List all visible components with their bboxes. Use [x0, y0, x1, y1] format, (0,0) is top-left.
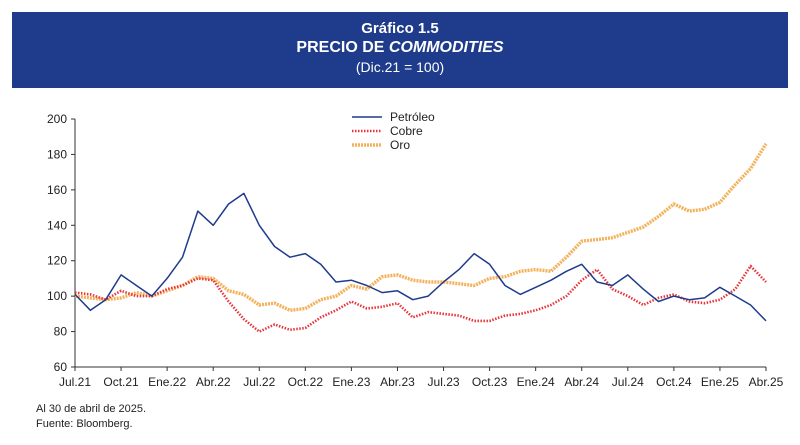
legend-label-2: Oro	[390, 138, 410, 152]
source-note: Fuente: Bloomberg.	[36, 418, 133, 430]
chart-title-prefix: PRECIO DE	[296, 39, 389, 56]
chart-header: Gráfico 1.5 PRECIO DE COMMODITIES (Dic.2…	[12, 12, 788, 88]
x-tick-label: Abr.24	[564, 375, 599, 389]
x-tick-label: Jul.24	[612, 375, 644, 389]
chart-title-emphasis: COMMODITIES	[388, 39, 504, 56]
y-tick-label: 140	[47, 218, 67, 232]
y-tick-label: 60	[54, 360, 68, 374]
x-tick-label: Oct.24	[656, 375, 692, 389]
y-tick-label: 120	[47, 254, 67, 268]
x-tick-label: Abr.22	[196, 375, 231, 389]
series-line-0	[74, 192, 767, 322]
y-tick-label: 160	[47, 183, 67, 197]
legend-label-0: Petróleo	[390, 110, 435, 124]
x-tick-label: Ene.24	[517, 375, 555, 389]
y-tick-label: 100	[47, 289, 67, 303]
y-tick-label: 200	[47, 112, 67, 126]
figure-label: Gráfico 1.5	[361, 20, 439, 37]
chart-notes: Al 30 de abril de 2025. Fuente: Bloomber…	[36, 402, 146, 432]
x-tick-label: Oct.23	[472, 375, 508, 389]
x-tick-label: Jul.22	[243, 375, 275, 389]
x-tick-label: Ene.23	[332, 375, 370, 389]
series-line-1	[74, 264, 767, 333]
x-tick-label: Ene.22	[148, 375, 186, 389]
series-line-2	[74, 142, 768, 312]
y-tick-label: 180	[47, 147, 67, 161]
chart-title: PRECIO DE COMMODITIES	[12, 38, 788, 58]
x-tick-label: Jul.23	[428, 375, 460, 389]
chart-subtitle: (Dic.21 = 100)	[355, 59, 445, 75]
x-tick-label: Jul.21	[59, 375, 91, 389]
x-tick-label: Oct.22	[288, 375, 324, 389]
date-note: Al 30 de abril de 2025.	[36, 403, 147, 415]
y-tick-label: 80	[54, 325, 68, 339]
legend-label-1: Cobre	[390, 124, 423, 138]
x-tick-label: Abr.23	[380, 375, 415, 389]
x-tick-label: Oct.21	[103, 375, 139, 389]
x-tick-label: Abr.25	[749, 375, 784, 389]
x-tick-label: Ene.25	[701, 375, 739, 389]
